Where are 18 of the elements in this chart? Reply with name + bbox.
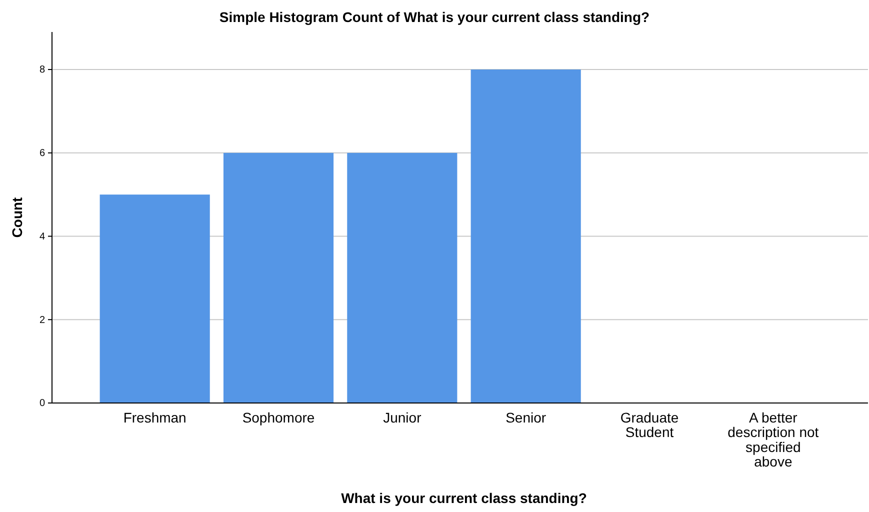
x-tick-label: Freshman — [123, 409, 186, 426]
y-tick-label: 8 — [39, 64, 46, 76]
bar — [347, 152, 458, 403]
bar — [470, 70, 581, 403]
y-tick-label: 2 — [39, 314, 46, 326]
bar — [223, 152, 334, 403]
x-axis-title: What is your current class standing? — [341, 490, 587, 506]
bar — [100, 194, 210, 403]
x-tick-label: Senior — [506, 409, 546, 426]
y-axis-title: Count — [9, 196, 25, 238]
y-tick-label: 4 — [39, 231, 46, 242]
x-tick-label: A better description not specified above — [728, 409, 819, 470]
y-tick-label: 6 — [39, 148, 46, 160]
x-tick-label: Graduate Student — [620, 409, 679, 440]
chart-title: Simple Histogram Count of What is your current class standing? — [219, 9, 650, 25]
x-tick-label: Sophomore — [242, 409, 315, 426]
x-tick-label: Junior — [383, 409, 422, 426]
y-tick-label: 0 — [39, 398, 46, 410]
